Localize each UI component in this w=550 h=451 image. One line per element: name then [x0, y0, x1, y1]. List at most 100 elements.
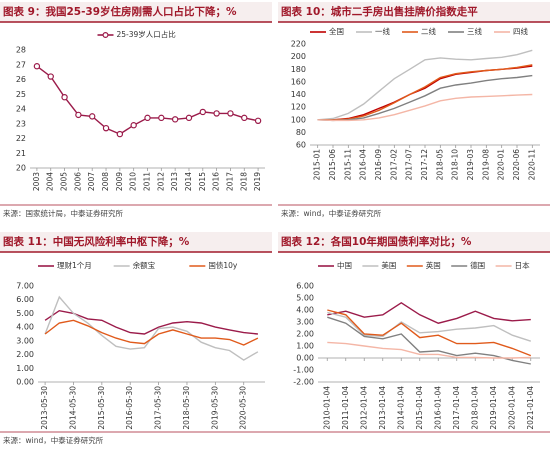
- x-tick-label: 2015-01-04: [415, 386, 424, 430]
- x-tick-label: 2017-02: [389, 149, 398, 181]
- marker: [171, 116, 179, 123]
- x-tick-label: 2016-04: [359, 149, 368, 181]
- x-tick-label: 2015: [198, 172, 207, 191]
- legend-label: 三线: [467, 26, 482, 36]
- x-tick-label: 2013-05-30: [40, 386, 49, 430]
- y-tick-label: 140: [291, 90, 306, 99]
- y-tick-label: 3.00: [16, 336, 34, 345]
- marker: [33, 63, 41, 70]
- y-tick-label: 100: [291, 115, 306, 124]
- legend-label: 国债10y: [208, 260, 238, 270]
- y-tick-label: 200: [291, 52, 306, 61]
- chart-title: 图表 10：城市二手房出售挂牌价指数走平: [281, 5, 478, 18]
- x-tick-label: 2021-01-04: [526, 386, 535, 430]
- x-tick-label: 2014: [184, 172, 193, 191]
- x-tick-label: 2010-01-04: [322, 386, 331, 430]
- series-line: [44, 319, 259, 346]
- x-tick-label: 2020-11: [527, 149, 536, 181]
- y-tick-label: 120: [291, 103, 306, 112]
- title-bg: [0, 2, 272, 22]
- x-tick-label: 2020-05-30: [239, 386, 248, 430]
- source: 来源：国家统计局，中泰证券研究所: [3, 208, 123, 218]
- y-tick-label: 21: [16, 149, 26, 158]
- x-tick-label: 2018-10: [451, 149, 460, 181]
- legend-label: 英国: [426, 260, 441, 270]
- series-line: [327, 341, 531, 359]
- y-tick-label: 180: [291, 65, 306, 74]
- y-tick-label: 5.00: [296, 294, 314, 303]
- legend-label: 一线: [375, 26, 390, 36]
- y-tick-label: 1.00: [296, 342, 314, 351]
- marker: [213, 110, 220, 117]
- x-tick-label: 2017-12: [420, 149, 429, 181]
- legend-label: 中国: [337, 260, 352, 270]
- x-tick-label: 2018-05: [435, 149, 444, 181]
- x-tick-label: 2017-05-30: [154, 386, 163, 430]
- x-tick-label: 2016-05-30: [125, 386, 134, 430]
- series-line: [317, 64, 533, 121]
- legend-label: 25-39岁人口占比: [117, 29, 177, 39]
- y-tick-label: 23: [16, 119, 26, 128]
- marker: [75, 111, 82, 119]
- y-tick-label: -2.00: [293, 378, 314, 387]
- y-tick-label: 22: [16, 134, 26, 143]
- x-tick-label: 2004: [46, 172, 55, 191]
- marker: [102, 124, 110, 132]
- series-line: [327, 309, 532, 357]
- x-tick-label: 2008: [101, 172, 110, 191]
- marker: [144, 114, 151, 122]
- legend-marker: [102, 31, 109, 38]
- y-tick-label: 26: [16, 75, 26, 84]
- chart-title: 图表 9：我国25-39岁住房刚需人口占比下降；%: [3, 5, 237, 18]
- x-tick-label: 2016: [212, 172, 221, 191]
- marker: [116, 130, 124, 138]
- x-tick-label: 2013-01-04: [378, 386, 387, 430]
- x-tick-label: 2010: [129, 172, 138, 191]
- x-tick-label: 2016-01-04: [433, 386, 442, 430]
- x-tick-label: 2018-05-30: [182, 386, 191, 430]
- y-tick-label: 2.00: [296, 330, 314, 339]
- x-tick-label: 2003: [32, 172, 41, 191]
- series-line: [317, 93, 533, 122]
- x-tick-label: 2013: [170, 172, 179, 191]
- marker: [89, 113, 96, 120]
- marker: [158, 114, 165, 122]
- series-line: [317, 74, 533, 122]
- series-line: [44, 309, 258, 335]
- x-tick-label: 2011-01-04: [341, 386, 350, 430]
- y-tick-label: 220: [291, 40, 306, 49]
- chart-title: 图表 12：各国10年期国债利率对比；%: [281, 235, 472, 248]
- y-tick-label: 25: [16, 90, 26, 99]
- x-tick-label: 2006: [73, 172, 82, 191]
- legend-label: 四线: [513, 26, 528, 36]
- x-tick-label: 2009: [115, 172, 124, 191]
- marker: [47, 73, 54, 80]
- x-tick-label: 2019-05-30: [210, 386, 219, 430]
- marker: [241, 114, 248, 122]
- x-tick-label: 2015-05-30: [97, 386, 106, 430]
- x-tick-label: 2017-07: [405, 149, 414, 181]
- marker: [254, 117, 262, 125]
- y-tick-label: 2.00: [16, 350, 34, 359]
- x-tick-label: 2020-01: [497, 149, 506, 181]
- x-tick-label: 2015-06: [328, 149, 337, 181]
- y-tick-label: 6.00: [296, 282, 314, 291]
- x-tick-label: 2019-08: [481, 149, 490, 181]
- x-tick-label: 2015-01: [313, 149, 322, 181]
- x-tick-label: 2019-03: [466, 149, 475, 181]
- y-tick-label: 0.00: [16, 378, 34, 387]
- marker: [130, 122, 137, 129]
- x-tick-label: 2005: [60, 172, 69, 191]
- legend-label: 二线: [421, 26, 436, 36]
- y-tick-label: 5.00: [16, 309, 34, 318]
- legend-label: 全国: [329, 26, 344, 36]
- y-tick-label: 28: [16, 46, 26, 55]
- series-line: [36, 65, 259, 135]
- series-line: [327, 311, 532, 342]
- series-line: [327, 316, 531, 365]
- y-tick-label: 4.00: [296, 306, 314, 315]
- x-tick-label: 2011: [143, 172, 152, 191]
- y-tick-label: 24: [16, 105, 26, 114]
- title-bg: [278, 232, 550, 252]
